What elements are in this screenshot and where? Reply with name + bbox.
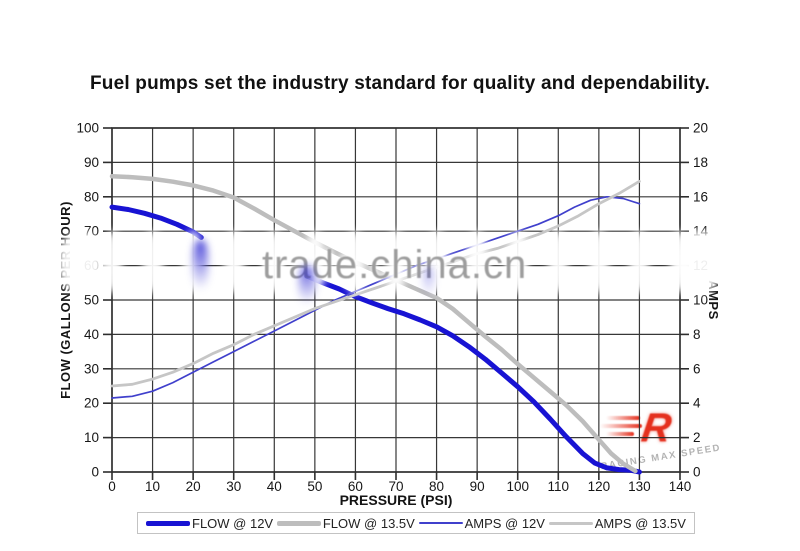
legend-swatch xyxy=(418,522,463,524)
svg-text:20: 20 xyxy=(84,396,99,411)
svg-text:40: 40 xyxy=(267,479,282,494)
svg-text:110: 110 xyxy=(548,479,570,494)
svg-text:10: 10 xyxy=(84,430,99,445)
svg-text:90: 90 xyxy=(84,155,99,170)
svg-text:90: 90 xyxy=(470,479,485,494)
page-title: Fuel pumps set the industry standard for… xyxy=(89,73,711,94)
grid xyxy=(111,127,681,473)
legend-label: FLOW @ 12V xyxy=(192,515,274,531)
svg-text:130: 130 xyxy=(628,479,651,494)
svg-text:2: 2 xyxy=(693,430,701,445)
svg-text:30: 30 xyxy=(226,479,241,494)
legend-label: FLOW @ 13.5V xyxy=(322,515,415,531)
svg-text:140: 140 xyxy=(669,479,692,494)
svg-text:0: 0 xyxy=(693,465,701,480)
legend-item: FLOW @ 13.5V xyxy=(276,515,415,531)
y-axis-left-title: FLOW (GALLONS PER HOUR) xyxy=(58,201,73,399)
svg-text:0: 0 xyxy=(108,479,116,494)
legend-item: FLOW @ 12V xyxy=(146,516,273,531)
svg-text:16: 16 xyxy=(693,189,708,204)
svg-text:8: 8 xyxy=(693,327,701,342)
speed-lines-icon xyxy=(600,416,642,440)
svg-text:100: 100 xyxy=(506,479,529,494)
x-axis-labels: 0 10 20 30 40 50 60 70 80 90 100 110 120 130 140 xyxy=(108,479,691,494)
svg-text:70: 70 xyxy=(388,479,403,494)
series-line-amps-12v xyxy=(111,195,641,399)
svg-text:120: 120 xyxy=(588,479,611,494)
svg-text:50: 50 xyxy=(307,479,322,494)
legend-item: AMPS @ 12V xyxy=(418,515,545,531)
x-axis-title: PRESSURE (PSI) xyxy=(339,492,453,508)
svg-text:30: 30 xyxy=(84,361,99,376)
svg-text:14: 14 xyxy=(693,224,709,239)
svg-text:50: 50 xyxy=(84,293,99,308)
legend-label: AMPS @ 13.5V xyxy=(594,515,686,531)
svg-text:18: 18 xyxy=(693,155,708,170)
svg-text:20: 20 xyxy=(693,121,708,136)
legend-swatch xyxy=(548,521,593,525)
series-line-amps-13.5v xyxy=(110,179,641,388)
series-line-flow-12v xyxy=(109,204,642,475)
svg-text:20: 20 xyxy=(186,479,201,494)
y-axis-left-labels: 0 10 20 30 40 50 60 70 80 90 100 xyxy=(76,121,99,480)
svg-text:6: 6 xyxy=(693,361,701,376)
y-axis-right-title: AMPS xyxy=(706,280,721,320)
svg-text:4: 4 xyxy=(693,396,701,411)
racing-logo: R RACING MAX SPEED xyxy=(598,404,768,472)
svg-text:60: 60 xyxy=(84,258,99,273)
svg-text:0: 0 xyxy=(91,465,99,480)
legend-swatch xyxy=(146,520,190,526)
svg-text:80: 80 xyxy=(429,479,444,494)
svg-text:80: 80 xyxy=(84,189,99,204)
series-line-flow-13.5v xyxy=(109,173,638,474)
svg-text:10: 10 xyxy=(693,293,708,308)
svg-text:100: 100 xyxy=(76,121,99,136)
legend-label: AMPS @ 12V xyxy=(464,515,545,531)
chart-legend: FLOW @ 12V FLOW @ 13.5V AMPS @ 12V AMPS @ 1… xyxy=(137,512,695,534)
legend-swatch xyxy=(276,520,321,526)
svg-text:70: 70 xyxy=(84,224,99,239)
svg-text:60: 60 xyxy=(348,479,363,494)
legend-item: AMPS @ 13.5V xyxy=(548,515,686,531)
svg-text:40: 40 xyxy=(84,327,99,342)
svg-text:10: 10 xyxy=(145,479,160,494)
